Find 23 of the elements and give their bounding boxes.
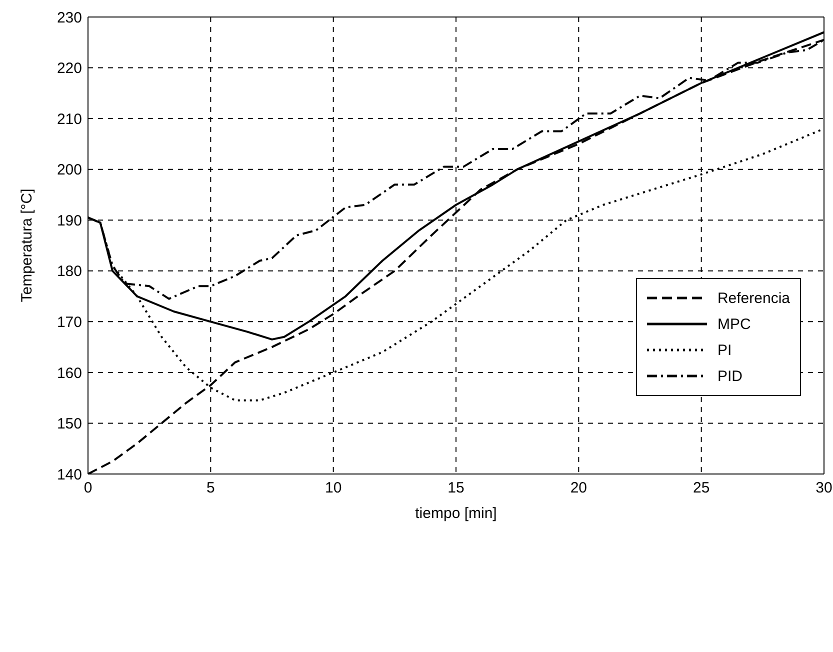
y-axis-title: Temperatura [°C] <box>18 188 36 302</box>
legend-label: MPC <box>717 316 751 332</box>
y-tick-label: 200 <box>56 162 82 179</box>
x-tick-label: 10 <box>324 480 342 497</box>
legend-label: PID <box>717 368 742 384</box>
x-tick-label: 5 <box>206 480 215 497</box>
x-tick-label: 0 <box>84 480 92 497</box>
y-tick-label: 210 <box>56 110 82 128</box>
y-tick-label: 160 <box>56 364 82 382</box>
x-tick-label: 30 <box>816 480 832 497</box>
x-axis-title: tiempo [min] <box>415 505 497 522</box>
y-tick-label: 220 <box>56 60 82 78</box>
y-tick-label: 180 <box>56 263 82 280</box>
legend-label: PI <box>717 342 732 358</box>
y-tick-label: 190 <box>56 212 82 230</box>
x-tick-label: 15 <box>448 480 464 497</box>
y-tick-label: 230 <box>56 9 82 26</box>
legend-label: Referencia <box>717 290 790 306</box>
x-tick-label: 20 <box>570 480 588 497</box>
y-tick-label: 170 <box>56 314 82 331</box>
y-tick-label: 140 <box>56 466 82 484</box>
x-tick-label: 25 <box>692 480 710 497</box>
y-tick-label: 150 <box>56 416 82 433</box>
